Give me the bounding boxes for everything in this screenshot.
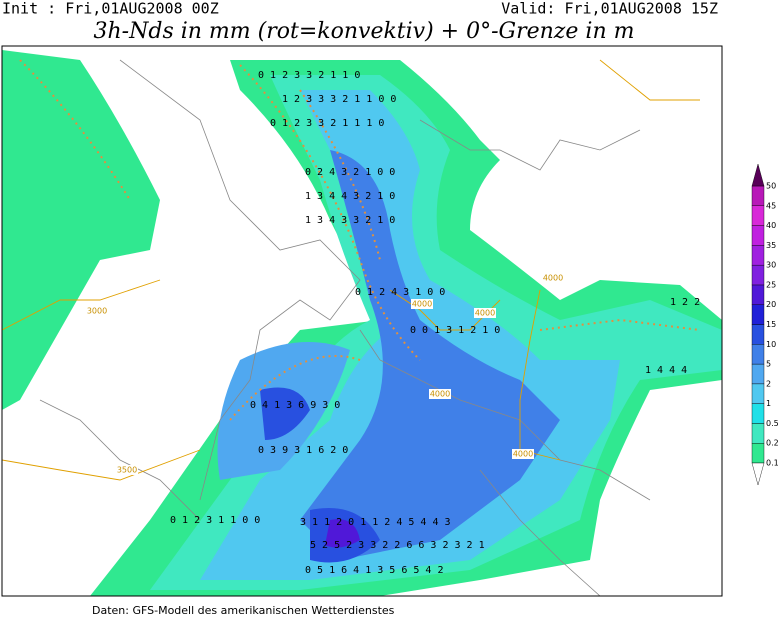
color-band bbox=[751, 403, 765, 424]
color-band bbox=[751, 205, 765, 226]
coastlines bbox=[39, 59, 651, 596]
legend-label: 20 bbox=[766, 300, 776, 309]
data-source: Daten: GFS-Modell des amerikanischen Wet… bbox=[92, 604, 395, 617]
contour-label: 4000 bbox=[513, 450, 533, 459]
color-band bbox=[751, 423, 765, 444]
contour-label: 4000 bbox=[412, 300, 432, 309]
grid-values: 0 1 2 3 3 2 1 1 0 1 2 3 3 3 2 1 1 0 0 0 1 … bbox=[170, 70, 700, 576]
legend-label: 1 bbox=[766, 399, 771, 408]
color-band bbox=[751, 185, 765, 206]
grid-value-row: 3 1 1 2 0 1 1 2 4 5 4 4 3 bbox=[300, 517, 451, 528]
grid-value-row: 0 1 2 4 3 1 0 0 bbox=[355, 287, 445, 298]
contour-label-bg bbox=[116, 465, 138, 475]
contour-label: 3000 bbox=[87, 307, 107, 316]
color-band bbox=[751, 363, 765, 385]
legend-label: 0.2 bbox=[766, 439, 778, 448]
color-bar-over bbox=[751, 163, 765, 187]
precipitation-areas bbox=[2, 50, 722, 596]
legend-label: 50 bbox=[766, 182, 776, 191]
legend-label: 0.1 bbox=[766, 459, 778, 468]
legend-label: 15 bbox=[766, 320, 776, 329]
grid-value-row: 0 4 1 3 6 9 3 0 bbox=[250, 400, 340, 411]
contour-label-bg bbox=[86, 306, 108, 316]
contour-labels: 4000 4000 4000 4000 4000 3000 3500 bbox=[86, 273, 564, 475]
legend-label: 30 bbox=[766, 261, 776, 270]
valid-time: Valid: Fri,01AUG2008 15Z bbox=[501, 0, 718, 18]
contour-label-bg bbox=[429, 389, 451, 399]
grid-value-row: 0 0 1 3 1 2 1 0 bbox=[410, 325, 500, 336]
grid-value-row: 0 2 4 3 2 1 0 0 bbox=[305, 167, 395, 178]
grid-value-row: 1 3 4 4 3 2 1 0 bbox=[305, 191, 395, 202]
grid-value-row: 1 3 4 3 3 2 1 0 bbox=[305, 215, 395, 226]
legend-label: 2 bbox=[766, 379, 771, 388]
contour-label: 4000 bbox=[543, 274, 563, 283]
legend-label: 35 bbox=[766, 241, 776, 250]
color-band bbox=[751, 324, 765, 345]
grid-value-row: 5 2 5 2 3 3 2 2 6 6 3 2 3 2 1 bbox=[310, 540, 485, 551]
color-band bbox=[751, 264, 765, 286]
contour-label-bg bbox=[411, 299, 433, 309]
color-bar-under bbox=[751, 462, 765, 486]
contour-label: 3500 bbox=[117, 466, 137, 475]
color-band bbox=[751, 245, 765, 266]
legend-label: 25 bbox=[766, 280, 776, 289]
color-band bbox=[751, 284, 765, 305]
grid-value-row: 1 4 4 4 bbox=[645, 365, 687, 376]
grid-value-row: 0 1 2 3 1 1 0 0 bbox=[170, 515, 260, 526]
color-band bbox=[751, 383, 765, 404]
grid-value-row: 0 5 1 6 4 1 3 5 6 5 4 2 bbox=[305, 565, 443, 576]
color-band bbox=[751, 344, 765, 365]
legend-label: 10 bbox=[766, 340, 776, 349]
contour-label-bg bbox=[474, 308, 496, 318]
convective-contours bbox=[19, 59, 701, 421]
grid-value-row: 0 1 2 3 3 2 1 1 0 bbox=[258, 70, 360, 81]
legend-label: 40 bbox=[766, 221, 776, 230]
map-frame bbox=[1, 45, 723, 597]
contour-label-bg bbox=[542, 273, 564, 283]
color-band bbox=[751, 225, 765, 246]
init-time: Init : Fri,01AUG2008 00Z bbox=[2, 0, 219, 18]
color-band bbox=[751, 304, 765, 325]
legend-label: 45 bbox=[766, 201, 776, 210]
contour-label-bg bbox=[512, 449, 534, 459]
grid-value-row: 0 1 2 3 3 2 1 1 1 0 bbox=[270, 118, 384, 129]
map-area: 0 1 2 3 3 2 1 1 0 1 2 3 3 3 2 1 1 0 0 0 1 … bbox=[2, 46, 722, 596]
contour-label: 4000 bbox=[430, 390, 450, 399]
grid-value-row: 1 2 2 bbox=[670, 297, 700, 308]
color-band bbox=[751, 443, 765, 464]
map-title: 3h-Nds in mm (rot=konvektiv) + 0°-Grenze… bbox=[94, 19, 635, 44]
grid-value-row: 0 3 9 3 1 6 2 0 bbox=[258, 445, 348, 456]
legend-label: 5 bbox=[766, 360, 771, 369]
contour-label: 4000 bbox=[475, 309, 495, 318]
legend-label: 0.5 bbox=[766, 419, 778, 428]
grid-value-row: 1 2 3 3 3 2 1 1 0 0 bbox=[282, 94, 396, 105]
